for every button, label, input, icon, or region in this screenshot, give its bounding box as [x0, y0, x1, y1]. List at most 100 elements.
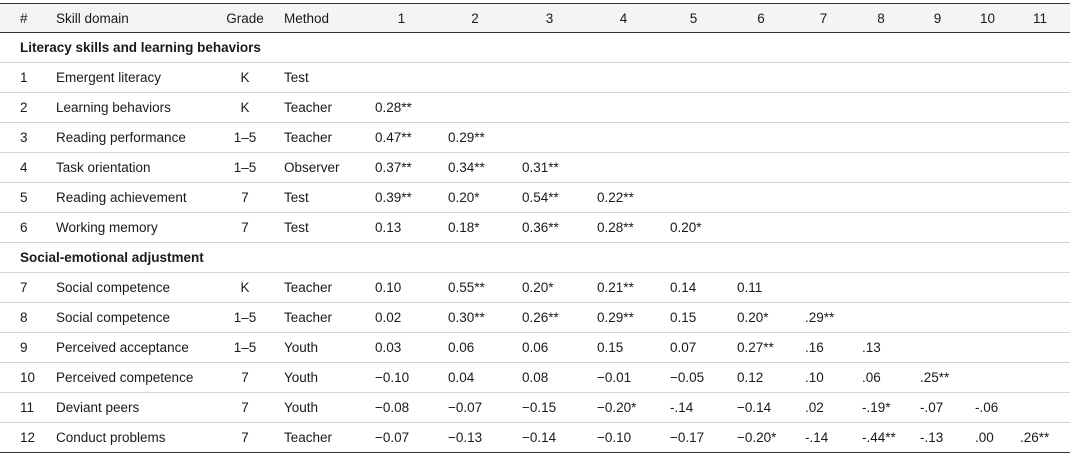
column-header: 5 [660, 3, 727, 33]
empty-cell [727, 92, 795, 123]
correlation: −0.17 [660, 422, 727, 453]
correlation: 0.14 [660, 272, 727, 303]
correlation: −0.10 [365, 362, 438, 393]
correlation: .10 [795, 362, 852, 393]
method: Teacher [270, 302, 365, 333]
empty-cell [910, 62, 965, 93]
empty-cell [1010, 152, 1070, 183]
row-number: 9 [0, 332, 48, 363]
page: # Skill domain Grade Method 1 2 3 4 5 6 7 8 9 10 11 Li… [0, 3, 1073, 457]
empty-cell [727, 152, 795, 183]
correlation: 0.20* [727, 302, 795, 333]
correlation: .16 [795, 332, 852, 363]
correlation: 0.55** [438, 272, 512, 303]
method: Observer [270, 152, 365, 183]
correlation: -.44** [852, 422, 910, 453]
correlation: 0.06 [438, 332, 512, 363]
correlation: 0.20* [660, 212, 727, 243]
empty-cell [795, 272, 852, 303]
correlation-table: # Skill domain Grade Method 1 2 3 4 5 6 7 8 9 10 11 Li… [0, 3, 1070, 453]
method: Teacher [270, 422, 365, 453]
skill-domain: Learning behaviors [48, 92, 220, 123]
correlation: 0.02 [365, 302, 438, 333]
empty-cell [852, 152, 910, 183]
correlation: .29** [795, 302, 852, 333]
empty-cell [910, 302, 965, 333]
correlation: −0.01 [587, 362, 660, 393]
empty-cell [965, 152, 1010, 183]
column-header: 9 [910, 3, 965, 33]
empty-cell [660, 92, 727, 123]
empty-cell [1010, 212, 1070, 243]
empty-cell [965, 332, 1010, 363]
correlation: 0.12 [727, 362, 795, 393]
data-row: 8 Social competence 1–5 Teacher 0.02 0.30** 0.… [0, 302, 1070, 333]
correlation: .13 [852, 332, 910, 363]
correlation: 0.15 [587, 332, 660, 363]
correlation: 0.21** [587, 272, 660, 303]
empty-cell [587, 152, 660, 183]
column-header: Method [270, 3, 365, 33]
correlation: 0.20* [512, 272, 587, 303]
data-row: 4 Task orientation 1–5 Observer 0.37** 0.34**… [0, 152, 1070, 183]
skill-domain: Task orientation [48, 152, 220, 183]
empty-cell [910, 122, 965, 153]
correlation: 0.39** [365, 182, 438, 213]
correlation: −0.14 [512, 422, 587, 453]
data-row: 11 Deviant peers 7 Youth −0.08 −0.07 −0.15 −0.2… [0, 392, 1070, 423]
row-number: 11 [0, 392, 48, 423]
correlation: 0.31** [512, 152, 587, 183]
empty-cell [795, 122, 852, 153]
row-number: 8 [0, 302, 48, 333]
correlation: -.06 [965, 392, 1010, 423]
empty-cell [727, 182, 795, 213]
column-header: 3 [512, 3, 587, 33]
row-number: 6 [0, 212, 48, 243]
empty-cell [852, 302, 910, 333]
grade: 1–5 [220, 302, 270, 333]
correlation: -.14 [660, 392, 727, 423]
correlation: 0.18* [438, 212, 512, 243]
empty-cell [965, 362, 1010, 393]
correlation: 0.34** [438, 152, 512, 183]
correlation: -.19* [852, 392, 910, 423]
empty-cell [910, 332, 965, 363]
empty-cell [438, 92, 512, 123]
correlation: -.14 [795, 422, 852, 453]
empty-cell [965, 212, 1010, 243]
method: Teacher [270, 272, 365, 303]
method: Youth [270, 332, 365, 363]
method: Teacher [270, 122, 365, 153]
skill-domain: Reading performance [48, 122, 220, 153]
empty-cell [1010, 362, 1070, 393]
column-header: 10 [965, 3, 1010, 33]
grade: 7 [220, 422, 270, 453]
section-title: Social-emotional adjustment [0, 242, 1070, 273]
data-row: 5 Reading achievement 7 Test 0.39** 0.20* 0.54… [0, 182, 1070, 213]
empty-cell [660, 122, 727, 153]
correlation: 0.07 [660, 332, 727, 363]
correlation: −0.13 [438, 422, 512, 453]
table-header: # Skill domain Grade Method 1 2 3 4 5 6 7 8 9 10 11 [0, 3, 1070, 33]
empty-cell [965, 302, 1010, 333]
grade: 1–5 [220, 122, 270, 153]
column-header: Skill domain [48, 3, 220, 33]
correlation: .26** [1010, 422, 1070, 453]
correlation: 0.10 [365, 272, 438, 303]
correlation: 0.29** [587, 302, 660, 333]
data-row: 7 Social competence K Teacher 0.10 0.55** 0.20… [0, 272, 1070, 303]
correlation: .06 [852, 362, 910, 393]
empty-cell [587, 122, 660, 153]
empty-cell [852, 212, 910, 243]
data-row: 12 Conduct problems 7 Teacher −0.07 −0.13 −0.1… [0, 422, 1070, 453]
empty-cell [1010, 62, 1070, 93]
empty-cell [1010, 302, 1070, 333]
empty-cell [965, 182, 1010, 213]
correlation: −0.15 [512, 392, 587, 423]
grade: 7 [220, 182, 270, 213]
empty-cell [795, 92, 852, 123]
correlation: 0.06 [512, 332, 587, 363]
column-header: 4 [587, 3, 660, 33]
correlation: 0.29** [438, 122, 512, 153]
grade: 1–5 [220, 332, 270, 363]
